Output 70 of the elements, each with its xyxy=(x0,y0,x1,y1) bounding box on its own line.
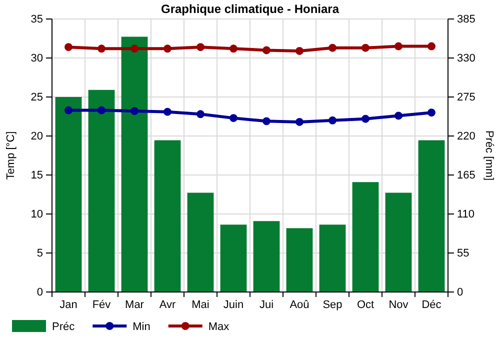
bar xyxy=(88,90,115,292)
point xyxy=(64,106,72,114)
bar xyxy=(187,192,214,292)
y2-tick-label: 275 xyxy=(457,92,476,104)
y-tick-label: 0 xyxy=(36,286,43,299)
bar xyxy=(385,192,412,292)
x-tick-label: Oct xyxy=(356,298,374,311)
point xyxy=(296,118,304,126)
bar xyxy=(154,140,181,292)
y2-tick-label: 110 xyxy=(457,208,475,221)
x-tick-label: Sep xyxy=(322,298,342,311)
y-tick-label: 35 xyxy=(30,14,43,26)
bar xyxy=(121,36,148,292)
bar xyxy=(253,221,280,292)
point xyxy=(64,43,72,52)
point xyxy=(262,117,270,126)
bar xyxy=(418,140,445,292)
x-tick-label: Jui xyxy=(259,298,274,311)
chart-title: Graphique climatique - Honiara xyxy=(160,2,340,16)
y-tick-label: 5 xyxy=(36,248,43,260)
x-tick-label: Aoû xyxy=(290,298,310,311)
point xyxy=(230,44,238,53)
y2-tick-label: 55 xyxy=(457,248,470,260)
x-tick-label: Mai xyxy=(192,298,210,311)
y-tick-label: 10 xyxy=(30,208,43,221)
point xyxy=(362,114,370,123)
point xyxy=(428,42,436,50)
y-axis-title: Temp [°C] xyxy=(5,131,17,180)
x-tick-label: Mar xyxy=(125,298,144,311)
legend-label: Préc xyxy=(52,321,76,333)
point xyxy=(230,114,238,122)
x-tick-label: Avr xyxy=(159,298,176,311)
y-tick-label: 30 xyxy=(30,52,43,65)
x-tick-label: Fév xyxy=(92,298,112,311)
point xyxy=(196,43,204,52)
x-tick-label: Déc xyxy=(422,298,442,311)
bar xyxy=(319,224,346,292)
point xyxy=(328,116,336,124)
point xyxy=(164,44,172,53)
point xyxy=(262,46,270,54)
y2-tick-label: 220 xyxy=(457,130,476,143)
y2-tick-label: 330 xyxy=(457,52,476,65)
point xyxy=(98,44,106,53)
point xyxy=(196,110,204,118)
x-tick-label: Juin xyxy=(223,298,244,311)
x-tick-label: Nov xyxy=(388,298,409,311)
x-tick-label: Jan xyxy=(60,298,78,311)
y2-tick-label: 165 xyxy=(457,170,476,182)
bar xyxy=(352,182,379,292)
point xyxy=(164,108,172,116)
point xyxy=(428,108,436,117)
y-tick-label: 20 xyxy=(30,130,43,143)
point xyxy=(328,44,336,52)
point xyxy=(394,42,402,50)
bar xyxy=(55,97,82,292)
point xyxy=(130,44,138,53)
point xyxy=(362,44,370,52)
y2-tick-label: 0 xyxy=(457,286,464,299)
y2-tick-label: 385 xyxy=(457,14,476,26)
bar xyxy=(220,224,247,292)
point xyxy=(130,107,138,116)
bar xyxy=(286,228,313,292)
y-tick-label: 15 xyxy=(30,170,43,182)
legend-label: Max xyxy=(208,321,230,333)
y2-axis-title: Préc [mm] xyxy=(483,130,495,181)
point xyxy=(394,112,402,120)
point xyxy=(296,47,304,55)
y-tick-label: 25 xyxy=(30,92,43,104)
point xyxy=(98,106,106,114)
legend-label: Min xyxy=(132,321,150,333)
